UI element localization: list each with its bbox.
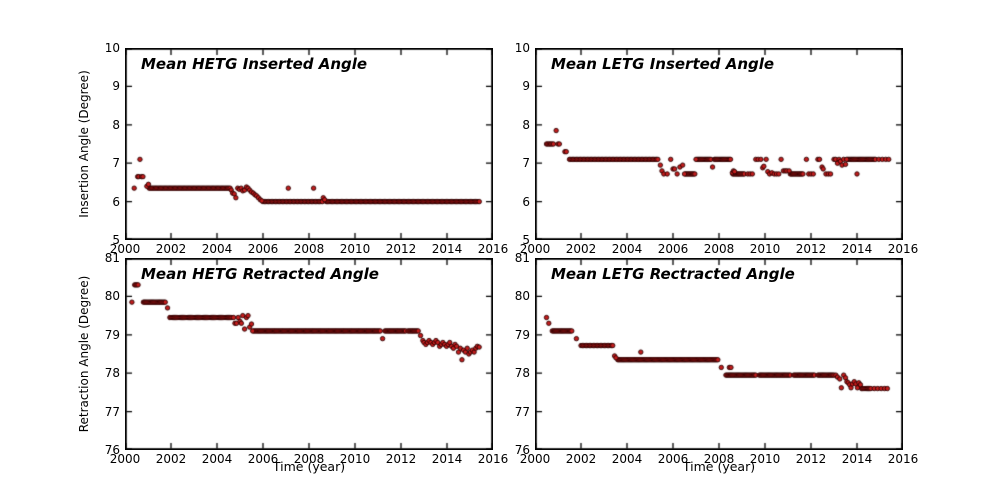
x-tick-label: 2012 bbox=[385, 242, 417, 256]
y-tick-label: 81 bbox=[514, 251, 530, 265]
y-tick-label: 80 bbox=[104, 289, 120, 304]
y-tick-label: 79 bbox=[514, 327, 530, 342]
x-tick-label: 2016 bbox=[887, 452, 919, 466]
y-tick-label: 77 bbox=[104, 404, 120, 419]
x-axis-label-time-right: Time (year) bbox=[682, 459, 756, 474]
x-tick-label: 2006 bbox=[247, 242, 279, 256]
x-tick-label: 2012 bbox=[795, 242, 827, 256]
plot-canvas-letg-retracted bbox=[535, 258, 903, 450]
x-tick-label: 2010 bbox=[749, 242, 781, 256]
x-tick-label: 2000 bbox=[109, 242, 141, 256]
x-tick-label: 2002 bbox=[565, 452, 597, 466]
x-tick-label: 2012 bbox=[795, 452, 827, 466]
panel-title-letg-retracted: Mean LETG Rectracted Angle bbox=[551, 265, 795, 283]
x-tick-label: 2000 bbox=[519, 452, 551, 466]
y-tick-label: 7 bbox=[112, 156, 120, 171]
y-tick-label: 10 bbox=[104, 41, 120, 55]
x-tick-label: 2014 bbox=[841, 242, 873, 256]
x-axis-label-time-left: Time (year) bbox=[272, 459, 346, 474]
y-tick-label: 76 bbox=[104, 443, 120, 457]
y-tick-label: 5 bbox=[522, 233, 530, 247]
y-tick-label: 10 bbox=[514, 41, 530, 55]
plot-canvas-hetg-retracted bbox=[125, 258, 493, 450]
x-tick-label: 2000 bbox=[109, 452, 141, 466]
x-tick-label: 2014 bbox=[431, 452, 463, 466]
x-tick-label: 2016 bbox=[477, 242, 509, 256]
y-tick-label: 5 bbox=[112, 233, 120, 247]
y-tick-label: 9 bbox=[112, 79, 120, 94]
x-tick-label: 2008 bbox=[703, 242, 735, 256]
y-tick-label: 78 bbox=[104, 366, 120, 381]
panel-title-hetg-retracted: Mean HETG Retracted Angle bbox=[141, 265, 379, 283]
x-tick-label: 2016 bbox=[887, 242, 919, 256]
x-tick-label: 2004 bbox=[201, 242, 233, 256]
y-tick-label: 78 bbox=[514, 366, 530, 381]
x-tick-label: 2004 bbox=[611, 242, 643, 256]
panel-hetg-retracted: Mean HETG Retracted Angle 2000 2002 2004 20… bbox=[105, 251, 509, 466]
y-tick-label: 9 bbox=[522, 79, 530, 94]
x-tick-label: 2010 bbox=[749, 452, 781, 466]
y-tick-label: 7 bbox=[522, 156, 530, 171]
y-tick-label: 8 bbox=[522, 117, 530, 132]
panel-hetg-inserted: Mean HETG Inserted Angle 2000 2002 2004 200… bbox=[105, 41, 509, 256]
x-tick-label: 2016 bbox=[477, 452, 509, 466]
x-tick-label: 2010 bbox=[339, 452, 371, 466]
x-tick-label: 2012 bbox=[385, 452, 417, 466]
panel-title-hetg-inserted: Mean HETG Inserted Angle bbox=[141, 55, 368, 73]
y-tick-label: 77 bbox=[514, 404, 530, 419]
y-axis-label-insertion: Insertion Angle (Degree) bbox=[77, 70, 91, 218]
y-tick-label: 76 bbox=[514, 443, 530, 457]
x-tick-label: 2006 bbox=[657, 242, 689, 256]
x-tick-label: 2004 bbox=[201, 452, 233, 466]
x-tick-label: 2014 bbox=[841, 452, 873, 466]
y-axis-label-retraction: Retraction Angle (Degree) bbox=[77, 275, 91, 433]
x-tick-label: 2000 bbox=[519, 242, 551, 256]
x-tick-label: 2010 bbox=[339, 242, 371, 256]
x-tick-label: 2002 bbox=[155, 452, 187, 466]
x-tick-label: 2004 bbox=[611, 452, 643, 466]
y-tick-label: 8 bbox=[112, 117, 120, 132]
panel-letg-retracted: Mean LETG Rectracted Angle 2000 2002 2004 2… bbox=[515, 251, 919, 466]
y-tick-label: 79 bbox=[104, 327, 120, 342]
y-tick-label: 80 bbox=[514, 289, 530, 304]
x-tick-label: 2002 bbox=[565, 242, 597, 256]
y-tick-label: 6 bbox=[112, 194, 120, 209]
x-tick-label: 2006 bbox=[657, 452, 689, 466]
plot-canvas-letg-inserted bbox=[535, 48, 903, 240]
y-tick-label: 81 bbox=[104, 251, 120, 265]
x-tick-label: 2008 bbox=[293, 452, 325, 466]
x-tick-label: 2008 bbox=[703, 452, 735, 466]
x-tick-label: 2014 bbox=[431, 242, 463, 256]
panel-title-letg-inserted: Mean LETG Inserted Angle bbox=[551, 55, 775, 73]
x-tick-label: 2002 bbox=[155, 242, 187, 256]
x-tick-label: 2008 bbox=[293, 242, 325, 256]
y-tick-label: 6 bbox=[522, 194, 530, 209]
plot-canvas-hetg-inserted bbox=[125, 48, 493, 240]
panel-letg-inserted: Mean LETG Inserted Angle 2000 2002 2004 200… bbox=[515, 41, 919, 256]
x-tick-label: 2006 bbox=[247, 452, 279, 466]
